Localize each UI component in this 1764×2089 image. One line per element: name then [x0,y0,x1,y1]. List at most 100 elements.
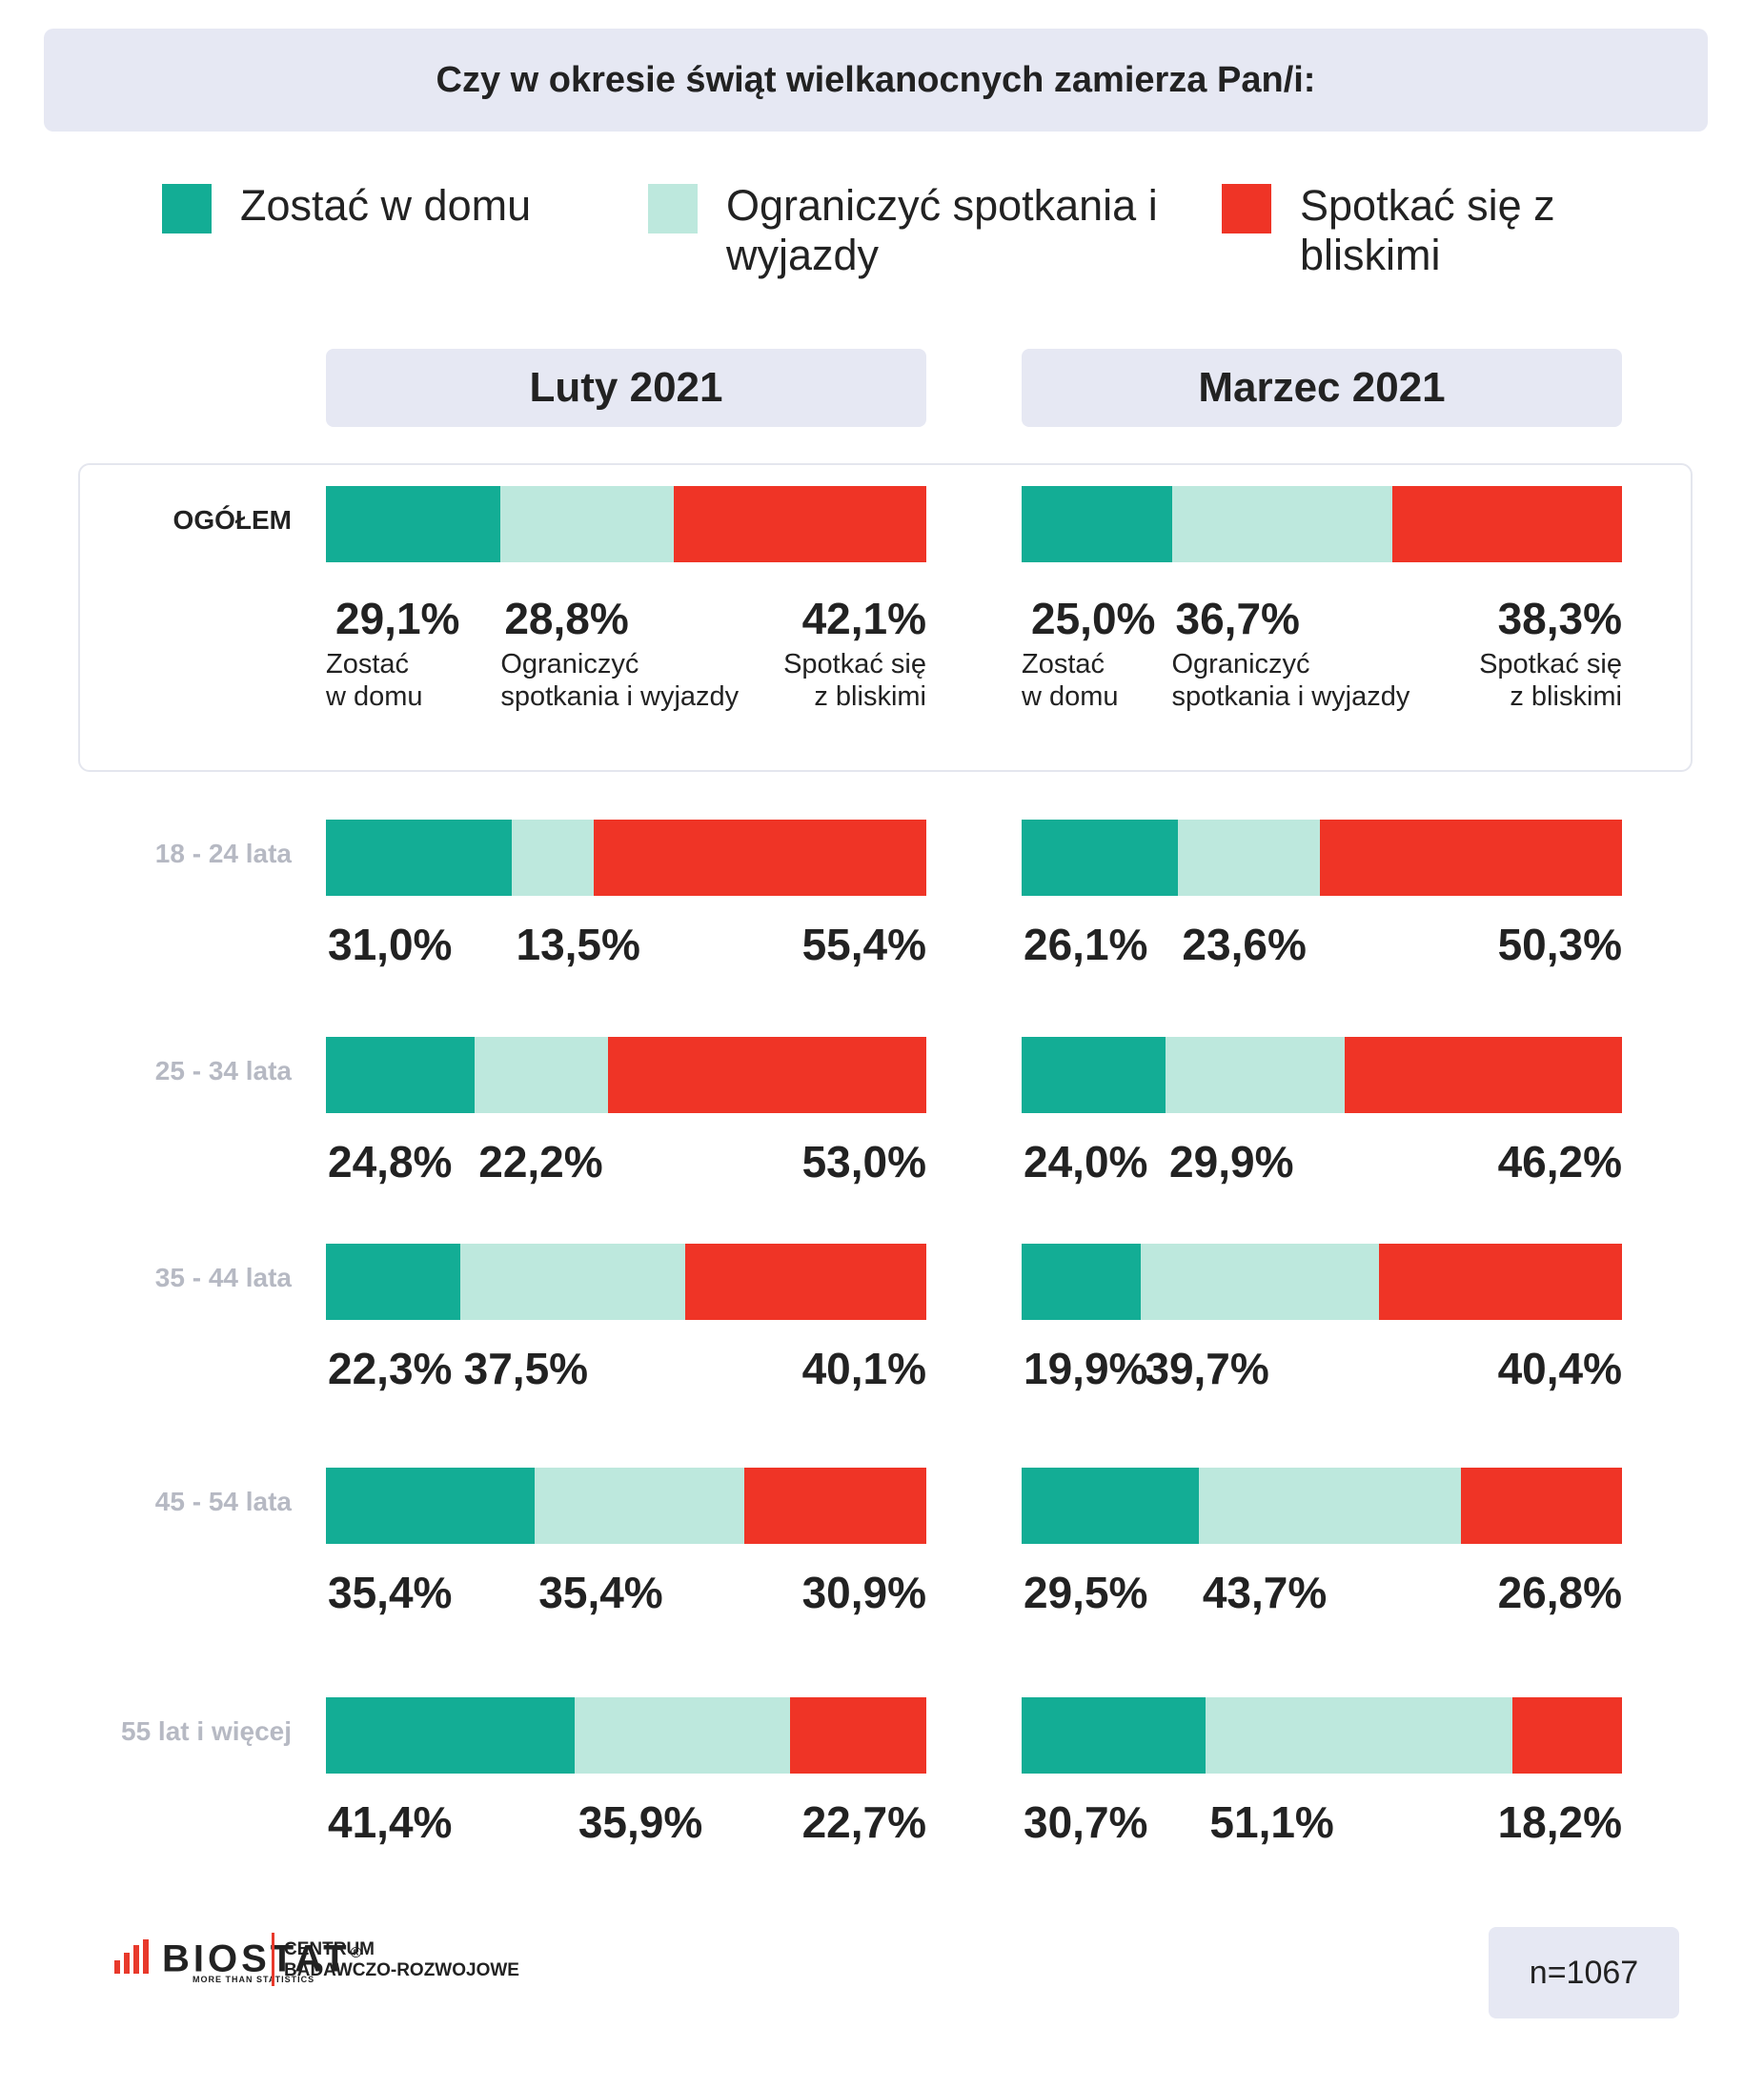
value-label-feb-35-44-stay-home: 22,3% [328,1344,453,1393]
value-label-feb-18-24-meet-family: 55,4% [801,920,926,969]
legend-item-limit-meetings: Ograniczyć spotkania i wyjazdy [648,181,1174,280]
bar-segment-limit-meetings [512,820,594,896]
value-label-mar-18-24-limit-meetings: 23,6% [1182,920,1307,969]
bar-segment-stay-home [1022,1244,1142,1320]
logo-separator [272,1933,274,1986]
bar-segment-stay-home [326,486,501,562]
value-label-mar-45-54-stay-home: 29,5% [1024,1568,1148,1617]
overall-sublabel-feb-stay-home: Zostać w domu [326,649,423,712]
category-label-25-34: 25 - 34 lata [154,1056,292,1085]
value-label-mar-35-44-stay-home: 19,9% [1024,1344,1148,1393]
value-label-feb-45-54-stay-home: 35,4% [328,1568,453,1617]
value-label-mar-35-44-limit-meetings: 39,7% [1145,1344,1269,1393]
value-label-mar-25-34-stay-home: 24,0% [1024,1137,1148,1186]
value-label-mar-55-plus-stay-home: 30,7% [1024,1797,1148,1847]
value-label-mar-45-54-limit-meetings: 43,7% [1202,1568,1328,1617]
legend-label-stay-home: Zostać w domu [240,181,532,230]
value-label-feb-25-34-limit-meetings: 22,2% [478,1137,603,1186]
bar-segment-meet-family [1461,1468,1622,1544]
bar-segment-meet-family [1379,1244,1622,1320]
sample-size: n=1067 [1529,1954,1639,1991]
bar-segment-stay-home [326,1037,476,1113]
bar-mar-25-34 [1022,1037,1622,1113]
value-label-feb-overall-meet-family: 42,1% [801,594,926,643]
bar-segment-meet-family [685,1244,926,1320]
sample-size-box: n=1067 [1489,1927,1679,2018]
period-label-feb: Luty 2021 [529,364,723,411]
value-label-mar-18-24-meet-family: 50,3% [1497,920,1622,969]
bar-feb-55-plus [326,1697,926,1774]
bar-segment-stay-home [1022,1697,1206,1774]
bar-feb-25-34 [326,1037,926,1113]
value-label-feb-35-44-limit-meetings: 37,5% [463,1344,589,1393]
bar-segment-stay-home [326,1244,460,1320]
bar-mar-45-54 [1022,1468,1622,1544]
value-label-feb-55-plus-stay-home: 41,4% [328,1797,453,1847]
overall-sublabel-feb-meet-family: Spotkać się z bliskimi [783,649,926,712]
overall-sublabel-mar-limit-meetings: Ograniczyć spotkania i wyjazdy [1171,649,1410,712]
bar-segment-meet-family [608,1037,926,1113]
value-label-mar-18-24-stay-home: 26,1% [1024,920,1148,969]
logo-tagline: MORE THAN STATISTICS [193,1975,315,1984]
overall-sublabel-mar-stay-home: Zostać w domu [1022,649,1119,712]
logo-division-line2: BADAWCZO-ROZWOJOWE [284,1960,519,1980]
bar-feb-45-54 [326,1468,926,1544]
chart-title: Czy w okresie świąt wielkanocnych zamier… [436,59,1316,100]
bar-segment-stay-home [326,1697,575,1774]
bar-segment-limit-meetings [1166,1037,1346,1113]
value-label-mar-25-34-limit-meetings: 29,9% [1169,1137,1294,1186]
logo-bars-icon [114,1938,152,1974]
category-label-18-24: 18 - 24 lata [154,839,292,868]
category-label-45-54: 45 - 54 lata [154,1487,292,1516]
overall-frame [78,463,1693,772]
category-label-overall: OGÓŁEM [172,505,292,535]
value-label-feb-overall-limit-meetings: 28,8% [504,594,629,643]
bar-segment-limit-meetings [1198,1468,1462,1544]
bar-mar-55-plus [1022,1697,1622,1774]
legend-swatch-meet-family [1222,184,1271,233]
period-header-feb: Luty 2021 [326,349,926,427]
value-label-feb-55-plus-limit-meetings: 35,9% [578,1797,703,1847]
bar-segment-stay-home [1022,820,1179,896]
bar-feb-overall [326,486,926,562]
bar-segment-limit-meetings [535,1468,744,1544]
legend-item-meet-family: Spotkać się z bliskimi [1222,181,1595,280]
bar-segment-meet-family [1512,1697,1622,1774]
bar-segment-stay-home [326,820,513,896]
value-label-mar-55-plus-meet-family: 18,2% [1497,1797,1622,1847]
bar-segment-meet-family [593,820,926,896]
bar-segment-meet-family [743,1468,926,1544]
legend-label-meet-family: Spotkać się z bliskimi [1300,181,1555,279]
bar-segment-stay-home [1022,1037,1166,1113]
value-label-feb-18-24-stay-home: 31,0% [328,920,453,969]
bar-segment-limit-meetings [1171,486,1392,562]
bar-segment-limit-meetings [574,1697,790,1774]
value-label-feb-45-54-limit-meetings: 35,4% [538,1568,663,1617]
period-label-mar: Marzec 2021 [1198,364,1446,411]
bar-feb-18-24 [326,820,926,896]
value-label-mar-55-plus-limit-meetings: 51,1% [1209,1797,1334,1847]
bar-segment-limit-meetings [1141,1244,1380,1320]
legend-swatch-stay-home [162,184,212,233]
bar-segment-meet-family [789,1697,926,1774]
period-header-mar: Marzec 2021 [1022,349,1622,427]
value-label-feb-overall-stay-home: 29,1% [335,594,460,643]
legend-item-stay-home: Zostać w domu [162,181,621,233]
bar-segment-limit-meetings [1206,1697,1513,1774]
value-label-feb-35-44-meet-family: 40,1% [801,1344,926,1393]
bar-mar-18-24 [1022,820,1622,896]
bar-feb-35-44 [326,1244,926,1320]
bar-segment-meet-family [1391,486,1622,562]
overall-sublabel-feb-limit-meetings: Ograniczyć spotkania i wyjazdy [500,649,740,712]
legend-label-limit-meetings: Ograniczyć spotkania i wyjazdy [726,181,1158,279]
bar-segment-limit-meetings [500,486,674,562]
value-label-mar-35-44-meet-family: 40,4% [1497,1344,1622,1393]
bar-segment-meet-family [1320,820,1622,896]
value-label-feb-55-plus-meet-family: 22,7% [801,1797,926,1847]
legend-swatch-limit-meetings [648,184,698,233]
bar-segment-meet-family [673,486,926,562]
value-label-feb-45-54-meet-family: 30,9% [801,1568,926,1617]
chart-title-box: Czy w okresie świąt wielkanocnych zamier… [44,29,1708,132]
value-label-feb-25-34-stay-home: 24,8% [328,1137,453,1186]
logo-division: CENTRUM BADAWCZO-ROZWOJOWE [284,1939,519,1981]
